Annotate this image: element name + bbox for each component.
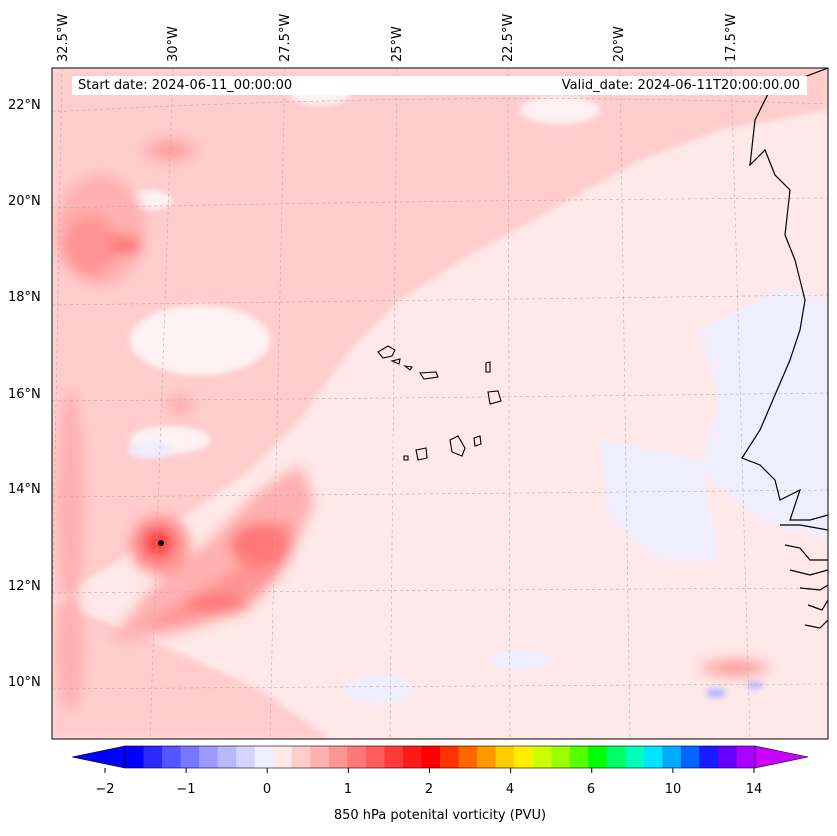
colorbar-segment	[365, 746, 385, 768]
colorbar-segment	[477, 746, 497, 768]
colorbar-segment	[606, 746, 626, 768]
lat-label: 12°N	[8, 579, 41, 594]
vortex-center-marker	[158, 540, 164, 546]
colorbar-segment	[625, 746, 645, 768]
colorbar-tick-label: 14	[745, 782, 763, 797]
lat-label: 20°N	[8, 194, 41, 209]
valid-date: Valid_date: 2024-06-11T20:00:00.00	[561, 78, 800, 93]
colorbar-segment	[347, 746, 367, 768]
map-frame	[51, 67, 829, 740]
colorbar-segment	[162, 746, 182, 768]
colorbar-segment	[328, 746, 348, 768]
lon-label: 27.5°W	[278, 13, 293, 62]
colorbar-segment	[551, 746, 571, 768]
colorbar-tick-label: 0	[262, 782, 272, 797]
colorbar-segment	[458, 746, 478, 768]
colorbar-segment	[495, 746, 515, 768]
lat-label: 14°N	[8, 482, 41, 497]
colorbar-outline	[124, 745, 756, 769]
colorbar	[71, 745, 809, 773]
colorbar-tick-label: 2	[424, 782, 434, 797]
colorbar-segment	[402, 746, 422, 768]
lat-label: 18°N	[8, 290, 41, 305]
colorbar-segment	[273, 746, 293, 768]
colorbar-segment	[643, 746, 663, 768]
colorbar-segment	[125, 746, 145, 768]
colorbar-tick-label: −1	[176, 782, 196, 797]
colorbar-segment	[569, 746, 589, 768]
colorbar-segment	[254, 746, 274, 768]
colorbar-segment	[310, 746, 330, 768]
colorbar-segment	[680, 746, 700, 768]
map-area	[52, 68, 828, 739]
colorbar-segment	[291, 746, 311, 768]
pv-positive-maxima	[55, 138, 770, 710]
colorbar-segment	[384, 746, 404, 768]
colorbar-segment	[236, 746, 256, 768]
lat-label: 16°N	[8, 387, 41, 402]
start-date: Start date: 2024-06-11_00:00:00	[78, 78, 293, 93]
cape-verde-islands	[377, 345, 502, 461]
colorbar-segment	[736, 746, 756, 768]
colorbar-tick-label: 4	[505, 782, 515, 797]
colorbar-tick-label: −2	[95, 782, 115, 797]
lon-label: 25°W	[390, 26, 405, 62]
colorbar-segment	[440, 746, 460, 768]
lon-label: 20°W	[612, 26, 627, 62]
colorbar-segment	[421, 746, 441, 768]
colorbar-segment	[717, 746, 737, 768]
lat-label: 10°N	[8, 675, 41, 690]
colorbar-segment	[588, 746, 608, 768]
colorbar-segment	[199, 746, 219, 768]
lon-label: 30°W	[166, 26, 181, 62]
lon-label: 22.5°W	[501, 13, 516, 62]
colorbar-tick-label: 1	[343, 782, 353, 797]
colorbar-segment	[532, 746, 552, 768]
colorbar-tick-label: 10	[664, 782, 682, 797]
lon-label: 32.5°W	[56, 13, 71, 62]
date-header: Start date: 2024-06-11_00:00:00 Valid_da…	[72, 76, 807, 95]
colorbar-segment	[217, 746, 237, 768]
graticule	[52, 68, 828, 739]
west-africa-coastline	[741, 68, 828, 629]
lat-label: 22°N	[8, 98, 41, 113]
colorbar-extend-high	[754, 745, 809, 769]
colorbar-extend-low	[71, 745, 126, 769]
colorbar-segment	[514, 746, 534, 768]
colorbar-title: 850 hPa potenital vorticity (PVU)	[333, 808, 547, 823]
colorbar-segment	[662, 746, 682, 768]
colorbar-tick-label: 6	[586, 782, 596, 797]
colorbar-segment	[180, 746, 200, 768]
colorbar-segment	[143, 746, 163, 768]
colorbar-segment	[699, 746, 719, 768]
lon-label: 17.5°W	[724, 13, 739, 62]
